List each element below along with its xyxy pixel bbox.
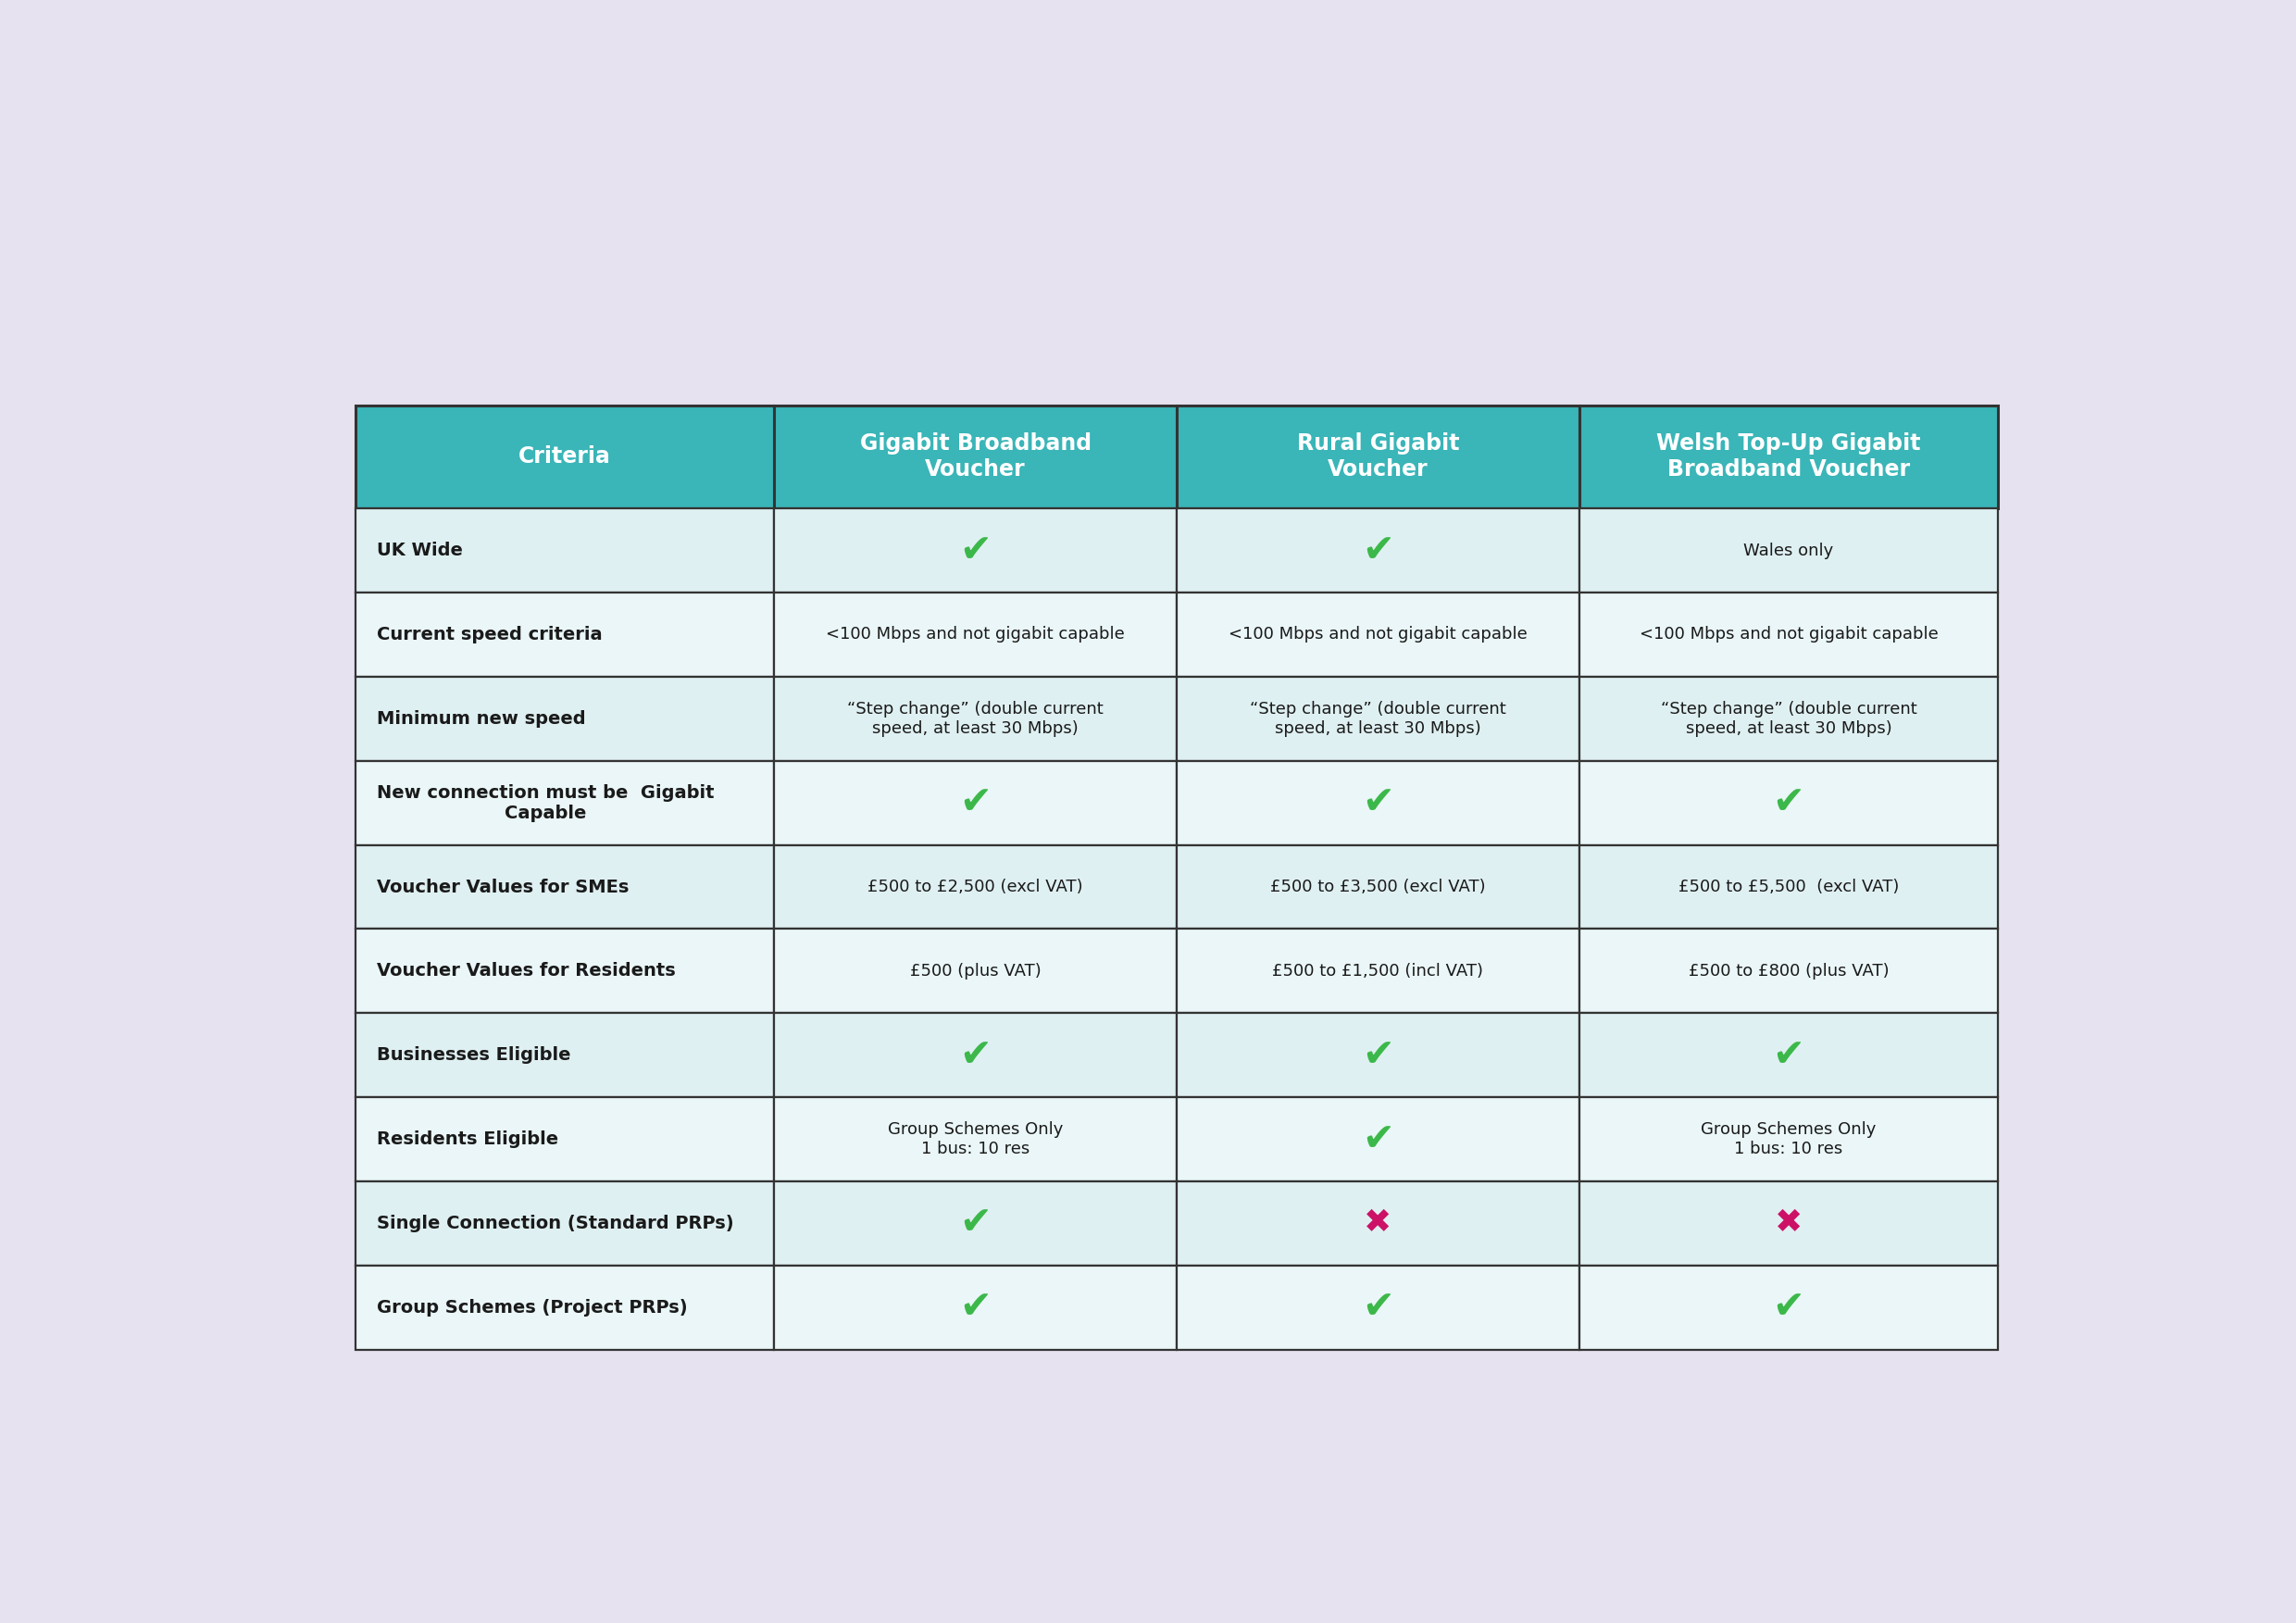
Text: “Step change” (double current
speed, at least 30 Mbps): “Step change” (double current speed, at … [847,701,1104,737]
Text: ✔: ✔ [1362,1035,1394,1074]
Text: Welsh Top-Up Gigabit
Broadband Voucher: Welsh Top-Up Gigabit Broadband Voucher [1658,433,1922,480]
Bar [774,1182,1176,1266]
Bar [774,1097,1176,1182]
Bar [1580,406,1998,508]
Bar [774,928,1176,1013]
Bar [1176,1097,1580,1182]
Bar [1176,928,1580,1013]
Text: ✔: ✔ [960,531,992,570]
Text: UK Wide: UK Wide [377,542,461,560]
Text: Businesses Eligible: Businesses Eligible [377,1047,569,1065]
Text: Single Connection (Standard PRPs): Single Connection (Standard PRPs) [377,1214,732,1232]
Text: £500 to £1,500 (incl VAT): £500 to £1,500 (incl VAT) [1272,962,1483,979]
Bar [1176,406,1580,508]
Text: Group Schemes Only
1 bus: 10 res: Group Schemes Only 1 bus: 10 res [889,1121,1063,1157]
Bar [774,761,1176,846]
Bar [774,677,1176,761]
Text: Group Schemes (Project PRPs): Group Schemes (Project PRPs) [377,1298,687,1316]
Bar [1580,1182,1998,1266]
Text: Group Schemes Only
1 bus: 10 res: Group Schemes Only 1 bus: 10 res [1701,1121,1876,1157]
Text: Voucher Values for SMEs: Voucher Values for SMEs [377,878,629,896]
Text: Voucher Values for Residents: Voucher Values for Residents [377,962,675,980]
Text: ✔: ✔ [1362,784,1394,823]
Bar [356,1182,774,1266]
Bar [1580,1013,1998,1097]
Text: ✔: ✔ [1362,1120,1394,1159]
Text: £500 to £3,500 (excl VAT): £500 to £3,500 (excl VAT) [1270,878,1486,896]
Bar [1580,1266,1998,1350]
Bar [1176,592,1580,677]
Text: Minimum new speed: Minimum new speed [377,709,585,727]
Bar [356,677,774,761]
Bar [1176,677,1580,761]
Bar [356,846,774,928]
Bar [1580,1097,1998,1182]
Text: “Step change” (double current
speed, at least 30 Mbps): “Step change” (double current speed, at … [1660,701,1917,737]
Text: ✔: ✔ [960,1035,992,1074]
Text: <100 Mbps and not gigabit capable: <100 Mbps and not gigabit capable [1228,626,1527,643]
Text: <100 Mbps and not gigabit capable: <100 Mbps and not gigabit capable [1639,626,1938,643]
Bar [356,761,774,846]
Text: ✔: ✔ [960,784,992,823]
Bar [774,508,1176,592]
Text: ✔: ✔ [1773,784,1805,823]
Bar [1176,846,1580,928]
Text: Residents Eligible: Residents Eligible [377,1131,558,1147]
Text: Gigabit Broadband
Voucher: Gigabit Broadband Voucher [859,433,1091,480]
Text: ✔: ✔ [960,1204,992,1243]
Bar [356,406,774,508]
Text: “Step change” (double current
speed, at least 30 Mbps): “Step change” (double current speed, at … [1249,701,1506,737]
Bar [356,1097,774,1182]
Bar [1580,508,1998,592]
Bar [1176,508,1580,592]
Bar [774,846,1176,928]
Text: ✔: ✔ [1773,1035,1805,1074]
Text: Wales only: Wales only [1743,542,1835,558]
Bar [774,1013,1176,1097]
Text: ✔: ✔ [1362,531,1394,570]
Bar [1176,761,1580,846]
Bar [1580,677,1998,761]
Bar [774,592,1176,677]
Text: ✖: ✖ [1364,1208,1391,1240]
Bar [1580,761,1998,846]
Text: ✔: ✔ [1773,1289,1805,1328]
Text: <100 Mbps and not gigabit capable: <100 Mbps and not gigabit capable [827,626,1125,643]
Bar [356,508,774,592]
Bar [774,1266,1176,1350]
Bar [356,928,774,1013]
Text: ✔: ✔ [960,1289,992,1328]
Bar [356,592,774,677]
Bar [1580,846,1998,928]
Text: £500 to £5,500  (excl VAT): £500 to £5,500 (excl VAT) [1678,878,1899,896]
Bar [1580,592,1998,677]
Bar [1176,1182,1580,1266]
Bar [356,1013,774,1097]
Text: £500 to £800 (plus VAT): £500 to £800 (plus VAT) [1688,962,1890,979]
Text: Criteria: Criteria [519,446,611,467]
Bar [1580,928,1998,1013]
Text: Rural Gigabit
Voucher: Rural Gigabit Voucher [1297,433,1460,480]
Bar [1176,1266,1580,1350]
Text: ✖: ✖ [1775,1208,1802,1240]
Text: Current speed criteria: Current speed criteria [377,626,602,643]
Text: £500 (plus VAT): £500 (plus VAT) [909,962,1040,979]
Text: New connection must be  Gigabit
Capable: New connection must be Gigabit Capable [377,784,714,821]
Bar [774,406,1176,508]
Bar [356,1266,774,1350]
Bar [1176,1013,1580,1097]
Text: £500 to £2,500 (excl VAT): £500 to £2,500 (excl VAT) [868,878,1084,896]
Text: ✔: ✔ [1362,1289,1394,1328]
